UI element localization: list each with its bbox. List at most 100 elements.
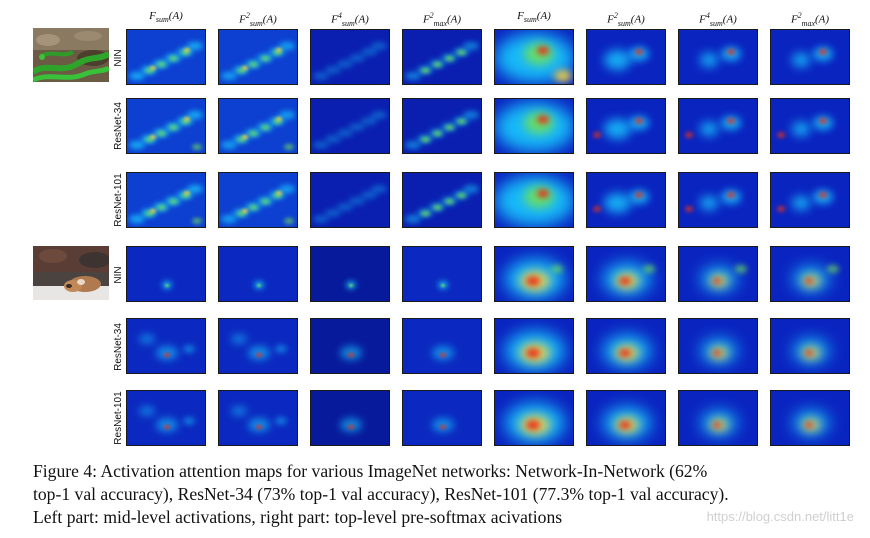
- heat-blob: [453, 191, 469, 199]
- heat-blob: [554, 70, 572, 82]
- heat-blob: [417, 135, 433, 143]
- heat-blob: [700, 122, 718, 136]
- attention-map-r3-c2: [218, 172, 298, 228]
- heat-blob: [242, 209, 248, 213]
- attention-map-r5-c6: [586, 318, 666, 374]
- attention-map-r1-c7: [678, 29, 758, 85]
- heat-blob: [165, 54, 181, 62]
- heat-blob: [712, 278, 722, 284]
- heat-blob: [603, 407, 651, 439]
- heat-blob: [313, 141, 329, 149]
- heat-blob: [505, 331, 565, 371]
- attention-map-r3-c5: [494, 172, 574, 228]
- heat-blob: [441, 123, 457, 131]
- heat-blob: [248, 418, 270, 432]
- column-header-8: F2max(A): [790, 11, 830, 28]
- attention-map-r6-c5: [494, 390, 574, 446]
- heat-blob: [150, 209, 156, 213]
- heat-blob: [685, 132, 693, 138]
- heat-blob: [441, 197, 457, 205]
- heat-blob: [180, 118, 190, 124]
- heat-blob: [701, 339, 737, 363]
- heat-blob: [710, 275, 728, 287]
- heat-blob: [248, 130, 258, 136]
- heat-blob: [129, 141, 145, 149]
- attention-map-r2-c4: [402, 98, 482, 154]
- heat-blob: [257, 197, 273, 205]
- heat-blob: [453, 117, 469, 125]
- attention-map-r3-c7: [678, 172, 758, 228]
- heat-blob: [432, 204, 442, 210]
- heat-blob: [792, 122, 810, 136]
- heat-blob: [279, 185, 295, 193]
- heat-blob: [180, 192, 190, 198]
- heat-blob: [276, 48, 282, 52]
- attention-map-r6-c8: [770, 390, 850, 446]
- heat-blob: [156, 418, 178, 432]
- heat-blob: [256, 353, 262, 357]
- heat-blob: [361, 191, 377, 199]
- attention-map-r1-c6: [586, 29, 666, 85]
- heat-blob: [361, 48, 377, 56]
- heat-blob: [371, 42, 387, 50]
- attention-map-r6-c2: [218, 390, 298, 446]
- heat-blob: [405, 141, 421, 149]
- heat-blob: [276, 191, 282, 195]
- heat-blob: [141, 135, 157, 143]
- heat-blob: [279, 111, 295, 119]
- heat-blob: [236, 210, 246, 216]
- heat-blob: [177, 117, 193, 125]
- heat-blob: [417, 209, 433, 217]
- heat-blob: [792, 53, 810, 67]
- heat-blob: [777, 206, 785, 212]
- heat-blob: [635, 192, 643, 198]
- heat-blob: [233, 135, 249, 143]
- attention-map-r5-c7: [678, 318, 758, 374]
- heat-blob: [629, 116, 649, 130]
- attention-map-r4-c7: [678, 246, 758, 302]
- attention-map-r1-c4: [402, 29, 482, 85]
- attention-map-r4-c6: [586, 246, 666, 302]
- heat-blob: [405, 215, 421, 223]
- heat-blob: [168, 55, 178, 61]
- heat-blob: [721, 116, 741, 130]
- heat-blob: [272, 49, 282, 55]
- heat-blob: [629, 190, 649, 204]
- attention-map-r2-c3: [310, 98, 390, 154]
- heat-blob: [441, 54, 457, 62]
- heat-blob: [619, 421, 631, 429]
- column-header-2: F2sum(A): [239, 11, 277, 28]
- heat-blob: [813, 116, 833, 130]
- heat-blob: [792, 196, 810, 210]
- heat-blob: [260, 198, 270, 204]
- heat-blob: [619, 349, 631, 357]
- heat-blob: [551, 265, 563, 273]
- heat-blob: [284, 144, 294, 150]
- attention-map-r3-c1: [126, 172, 206, 228]
- heat-blob: [520, 415, 550, 435]
- attention-map-r1-c8: [770, 29, 850, 85]
- heat-blob: [615, 345, 639, 361]
- attention-map-r4-c1: [126, 246, 206, 302]
- heat-blob: [700, 53, 718, 67]
- heat-blob: [221, 72, 237, 80]
- heat-blob: [254, 281, 264, 289]
- heat-blob: [153, 60, 169, 68]
- heat-blob: [141, 209, 157, 217]
- heat-blob: [417, 66, 433, 74]
- heat-blob: [793, 411, 829, 435]
- heat-blob: [150, 135, 156, 139]
- heat-blob: [603, 193, 631, 213]
- heat-blob: [313, 72, 329, 80]
- heat-blob: [432, 418, 454, 432]
- column-header-5: Fsum(A): [517, 10, 551, 25]
- heat-blob: [727, 192, 735, 198]
- heat-blob: [727, 49, 735, 55]
- heat-blob: [520, 271, 550, 291]
- heat-blob: [272, 192, 282, 198]
- heat-blob: [276, 117, 282, 121]
- attention-map-r6-c7: [678, 390, 758, 446]
- caption-line-1: Figure 4: Activation attention maps for …: [33, 461, 708, 481]
- heat-blob: [701, 411, 737, 435]
- heat-blob: [524, 43, 554, 65]
